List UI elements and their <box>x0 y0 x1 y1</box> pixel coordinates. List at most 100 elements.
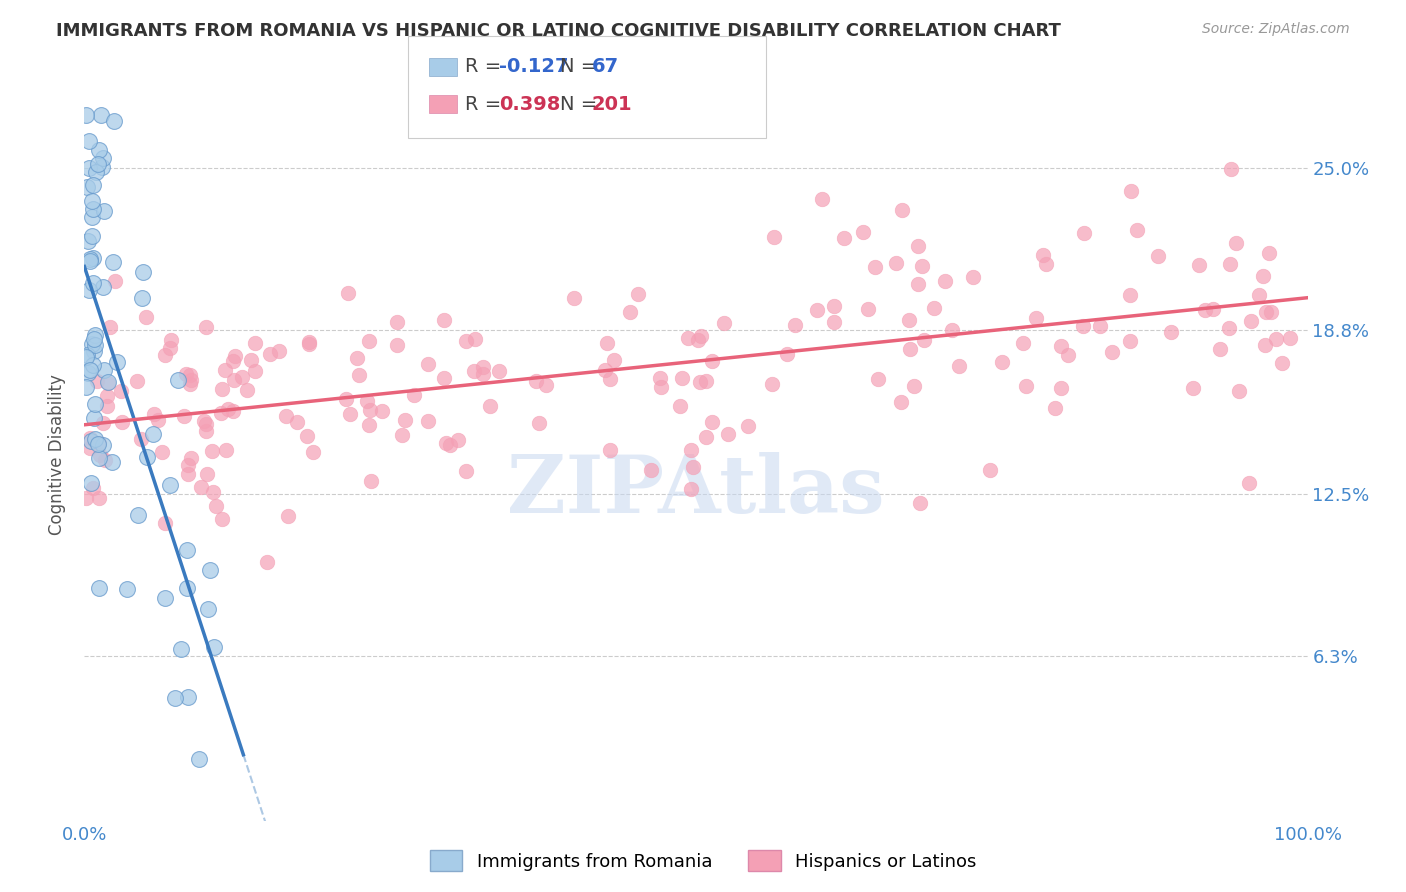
Point <box>82 252 104 266</box>
Point <box>524 374 547 388</box>
Point <box>195 424 218 438</box>
Point <box>89 448 111 462</box>
Point <box>87 451 110 466</box>
Point <box>90 160 112 174</box>
Text: IMMIGRANTS FROM ROMANIA VS HISPANIC OR LATINO COGNITIVE DISABILITY CORRELATION C: IMMIGRANTS FROM ROMANIA VS HISPANIC OR L… <box>56 22 1062 40</box>
Point <box>1119 184 1142 198</box>
Point <box>298 336 321 351</box>
Point <box>1119 288 1142 302</box>
Point <box>75 380 97 394</box>
Point <box>176 467 198 481</box>
Point <box>91 438 114 452</box>
Point <box>1090 318 1112 333</box>
Text: 67: 67 <box>592 57 619 77</box>
Point <box>195 467 218 482</box>
Point <box>93 363 115 377</box>
Point <box>454 334 477 348</box>
Point <box>197 602 219 616</box>
Point <box>240 352 263 367</box>
Point <box>890 202 912 217</box>
Point <box>159 477 181 491</box>
Point <box>82 202 104 216</box>
Point <box>688 333 710 347</box>
Text: 0.398: 0.398 <box>499 95 561 114</box>
Point <box>277 508 299 523</box>
Point <box>82 358 104 372</box>
Point <box>243 364 266 378</box>
Point <box>1278 331 1301 345</box>
Point <box>101 455 124 469</box>
Point <box>87 157 110 171</box>
Point <box>222 373 245 387</box>
Point <box>979 463 1001 477</box>
Point <box>737 419 759 434</box>
Y-axis label: Cognitive Disability: Cognitive Disability <box>48 375 66 535</box>
Point <box>91 416 114 430</box>
Point <box>105 355 128 369</box>
Point <box>1256 305 1278 319</box>
Text: -0.127: -0.127 <box>499 57 568 77</box>
Point <box>221 404 243 418</box>
Point <box>209 406 232 420</box>
Point <box>150 444 173 458</box>
Point <box>79 442 101 456</box>
Text: 201: 201 <box>592 95 633 114</box>
Point <box>155 591 177 605</box>
Point <box>1056 348 1078 362</box>
Point <box>84 397 107 411</box>
Point <box>1119 334 1142 348</box>
Point <box>205 499 228 513</box>
Point <box>1202 302 1225 317</box>
Point <box>89 143 111 157</box>
Point <box>596 336 619 351</box>
Point <box>1237 475 1260 490</box>
Point <box>562 291 585 305</box>
Point <box>1073 226 1095 240</box>
Point <box>75 491 97 505</box>
Point <box>385 316 408 330</box>
Point <box>177 690 200 705</box>
Point <box>1160 325 1182 339</box>
Point <box>84 165 107 179</box>
Point <box>695 429 717 443</box>
Point <box>224 349 246 363</box>
Point <box>236 383 259 397</box>
Point <box>142 426 165 441</box>
Point <box>91 151 114 165</box>
Point <box>823 299 845 313</box>
Point <box>463 364 485 378</box>
Point <box>689 375 711 389</box>
Point <box>1225 235 1247 250</box>
Point <box>898 313 921 327</box>
Point <box>1049 381 1071 395</box>
Point <box>125 374 148 388</box>
Point <box>627 286 650 301</box>
Point <box>166 373 188 387</box>
Point <box>884 256 907 270</box>
Point <box>285 415 308 429</box>
Point <box>129 432 152 446</box>
Point <box>619 305 641 319</box>
Point <box>907 239 929 253</box>
Point <box>1271 356 1294 370</box>
Point <box>180 451 202 466</box>
Point <box>211 512 233 526</box>
Point <box>97 376 120 391</box>
Point <box>335 392 357 406</box>
Point <box>217 401 239 416</box>
Point <box>811 192 834 206</box>
Point <box>82 210 104 224</box>
Point <box>783 318 806 332</box>
Point <box>267 344 290 359</box>
Point <box>142 407 165 421</box>
Point <box>84 327 107 342</box>
Point <box>1188 258 1211 272</box>
Point <box>83 411 105 425</box>
Point <box>79 252 101 266</box>
Point <box>193 414 215 428</box>
Point <box>356 393 378 408</box>
Point <box>104 274 127 288</box>
Point <box>245 335 267 350</box>
Point <box>948 359 970 374</box>
Point <box>416 414 439 428</box>
